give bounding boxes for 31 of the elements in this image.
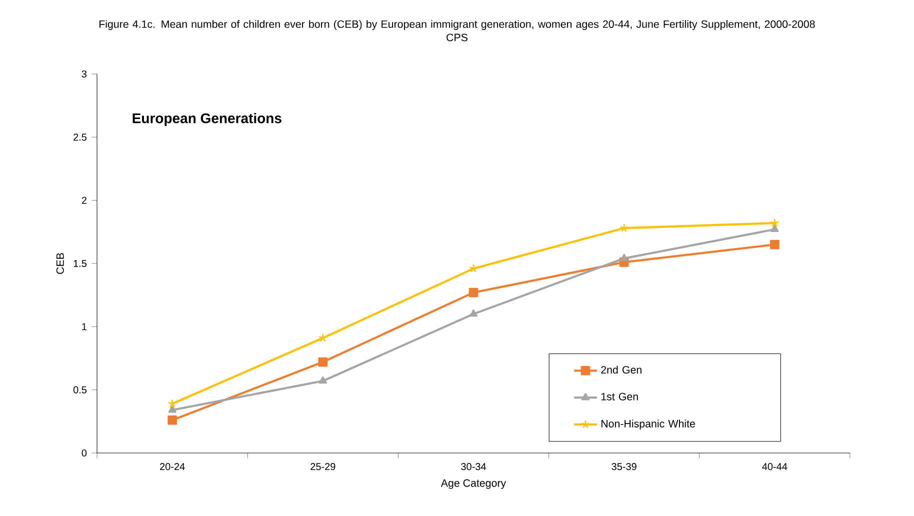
- x-tick-label: 35-39: [612, 463, 636, 470]
- point: [469, 309, 478, 317]
- y-tick-label: 3: [82, 70, 87, 78]
- point: [318, 357, 328, 367]
- point: [468, 288, 478, 298]
- point: [770, 224, 779, 232]
- y-tick-label: 1.5: [74, 260, 87, 267]
- point: [620, 223, 629, 232]
- point: [770, 240, 780, 250]
- point: [318, 333, 328, 342]
- legend-label: 2nd Gen: [601, 366, 642, 374]
- y-tick-label: 0: [82, 449, 87, 457]
- x-tick-label: 40-44: [762, 463, 788, 470]
- y-axis-title: CEB: [56, 253, 64, 274]
- chart-title: Figure 4.1c. Mean number of children ever born (CEB) by European immigrant generation, women ages 20-44, June Fertility Supplement, 2000-2008 CPS: [99, 20, 815, 42]
- legend-label: 1st Gen: [601, 392, 638, 400]
- x-axis-title: Age Category: [440, 479, 506, 489]
- point: [620, 254, 628, 262]
- x-tick-label: 30-34: [461, 463, 486, 470]
- x-tick-label: 25-29: [310, 463, 336, 470]
- y-tick-label: 2.5: [74, 134, 87, 141]
- annotation: European Generations: [132, 112, 282, 126]
- point: [318, 376, 328, 384]
- point: [168, 415, 177, 425]
- y-tick-label: 1: [82, 323, 86, 330]
- point: [469, 264, 478, 272]
- y-tick-label: 0.5: [73, 386, 87, 394]
- legend-label: Non-Hispanic White: [602, 420, 695, 430]
- y-tick-label: 2: [82, 196, 86, 204]
- x-tick-label: 20-24: [160, 463, 185, 470]
- point: [168, 405, 176, 413]
